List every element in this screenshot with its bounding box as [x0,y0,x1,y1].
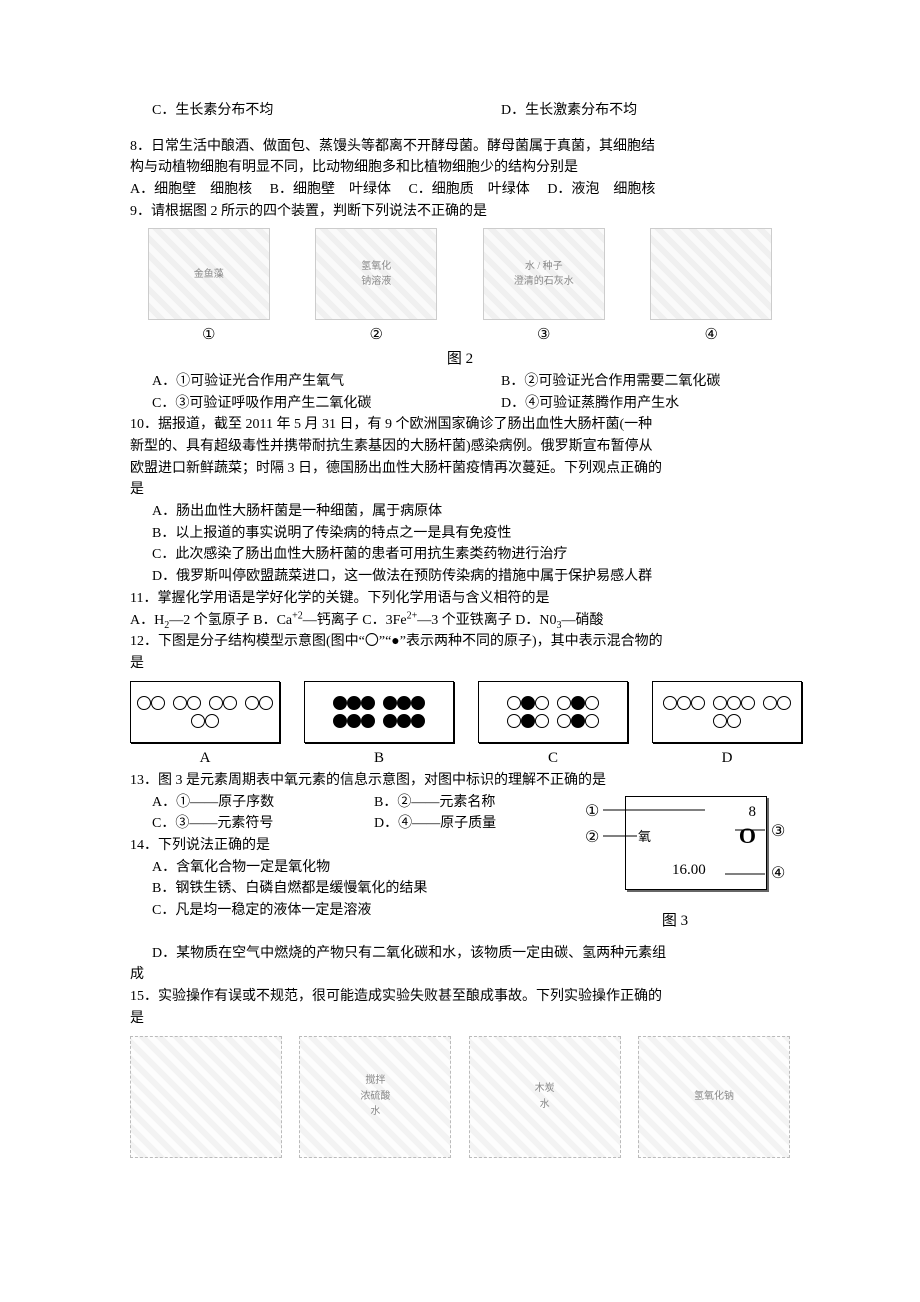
q14-optB: B．钢铁生锈、白磷自燃都是缓慢氧化的结果 [130,878,536,900]
q9-options-cd: C．③可验证呼吸作用产生二氧化碳 D．④可验证蒸腾作用产生水 [130,393,790,415]
q9-fig2-img: 氢氧化钠溶液 [315,228,437,320]
q15-figC: 木炭水 [469,1036,621,1158]
q9-caption: 图 2 [130,348,790,371]
q11-stem: 11．掌握化学用语是学好化学的关键。下列化学用语与含义相符的是 [130,588,790,610]
q9-fig2-label: 氢氧化钠溶液 [361,259,391,290]
q14-optD-line2: 成 [130,964,790,986]
q9-fig3-num: ③ [537,324,550,347]
q12-stem-line1: 12．下图是分子结构模型示意图(图中“〇”“●”表示两种不同的原子)，其中表示混… [130,631,790,653]
q9-fig3-img: 水 / 种子澄清的石灰水 [483,228,605,320]
q10-optC: C．此次感染了肠出血性大肠杆菌的患者可用抗生素类药物进行治疗 [130,544,790,566]
q12-labelD: D [722,747,733,770]
q13-fig-caption: 图 3 [560,910,790,933]
q15-figA [130,1036,282,1158]
q14-optC: C．凡是均一稳定的液体一定是溶液 [130,900,536,922]
q12-labelC: C [548,747,558,770]
q8-stem-line2: 构与动植物细胞有明显不同，比动物细胞多和比植物细胞少的结构分别是 [130,157,790,179]
q8-optD: D．液泡 细胞核 [547,182,655,197]
q10-stem-line2: 新型的、具有超级毒性并携带耐抗生素基因的大肠杆菌)感染病例。俄罗斯宣布暂停从 [130,436,790,458]
q9-fig1: 金鱼藻 ① [130,228,288,347]
q9-optA: A．①可验证光合作用产生氧气 [152,371,441,393]
q10-stem-line1: 10．据报道，截至 2011 年 5 月 31 日，有 9 个欧洲国家确诊了肠出… [130,414,790,436]
q10-optD: D．俄罗斯叫停欧盟蔬菜进口，这一做法在预防传染病的措施中属于保护易感人群 [130,566,790,588]
q9-fig4: ④ [633,228,791,347]
q12-molD: D [652,681,802,770]
elem-mass: 16.00 [672,859,706,882]
q9-fig3-label: 水 / 种子澄清的石灰水 [514,259,574,290]
q10-optB: B．以上报道的事实说明了传染病的特点之一是具有免疫性 [130,523,790,545]
q9-stem: 9．请根据图 2 所示的四个装置，判断下列说法不正确的是 [130,201,790,223]
q13-figure: 8 O 氧 16.00 ① ② ③ ④ 图 3 [560,792,790,933]
q9-optC: C．③可验证呼吸作用产生二氧化碳 [152,393,441,415]
q13-options-cd: C．③——元素符号 D．④——原子质量 [130,813,536,835]
q15-figure-row: 搅拌浓硫酸水 木炭水 氢氧化钠 [130,1036,790,1158]
q15-figB: 搅拌浓硫酸水 [299,1036,451,1158]
lead2: ② [585,826,599,851]
q12-molecule-row: A B C [130,681,790,770]
q13-optA: A．①——原子序数 [152,792,314,814]
lead1: ① [585,800,599,825]
q10-stem-line4: 是 [130,479,790,501]
q7-options-cd: C．生长素分布不均 D．生长激素分布不均 [130,100,790,122]
q12-labelA: A [200,747,211,770]
q8-options: A．细胞壁 细胞核 B．细胞壁 叶绿体 C．细胞质 叶绿体 D．液泡 细胞核 [130,179,790,201]
q11-optC: C．3Fe2+—3 个亚铁离子 [362,613,511,628]
q11-optB: B．Ca+2—钙离子 [253,613,359,628]
q11-options: A．H2—2 个氢原子 B．Ca+2—钙离子 C．3Fe2+—3 个亚铁离子 D… [130,610,790,632]
q7-optD: D．生长激素分布不均 [501,100,790,122]
q15-figD-labels: 氢氧化钠 [694,1089,734,1105]
q15-figB-labels: 搅拌浓硫酸水 [360,1073,390,1120]
q14-optD-line1: D．某物质在空气中燃烧的产物只有二氧化碳和水，该物质一定由碳、氢两种元素组 [130,943,790,965]
elem-name: 氧 [638,827,651,847]
q9-optD: D．④可验证蒸腾作用产生水 [501,393,790,415]
q13-options-ab: A．①——原子序数 B．②——元素名称 [130,792,536,814]
q9-fig3: 水 / 种子澄清的石灰水 ③ [465,228,623,347]
q11-optA: A．H2—2 个氢原子 [130,613,250,628]
q13-optC: C．③——元素符号 [152,813,314,835]
q8-stem-line1: 8．日常生活中酿酒、做面包、蒸馒头等都离不开酵母菌。酵母菌属于真菌，其细胞结 [130,136,790,158]
lead4: ④ [771,862,785,887]
q14-optA: A．含氧化合物一定是氧化物 [130,857,536,879]
q12-molA: A [130,681,280,770]
q12-stem-line2: 是 [130,653,790,675]
q10-stem-line3: 欧盟进口新鲜蔬菜；时隔 3 日，德国肠出血性大肠杆菌疫情再次蔓延。下列观点正确的 [130,458,790,480]
q13-stem: 13．图 3 是元素周期表中氧元素的信息示意图，对图中标识的理解不正确的是 [130,770,790,792]
q9-fig1-label: 金鱼藻 [194,267,224,283]
q11-optD: D．N03—硝酸 [515,613,603,628]
q9-figure-row: 金鱼藻 ① 氢氧化钠溶液 ② 水 / 种子澄清的石灰水 ③ ④ [130,228,790,347]
q12-molB: B [304,681,454,770]
q10-optA: A．肠出血性大肠杆菌是一种细菌，属于病原体 [130,501,790,523]
lead3: ③ [771,820,785,845]
q9-fig4-img [650,228,772,320]
q14-stem: 14．下列说法正确的是 [130,835,536,857]
q8-optB: B．细胞壁 叶绿体 [270,182,391,197]
q13-optD: D．④——原子质量 [374,813,536,835]
q15-stem-line1: 15．实验操作有误或不规范，很可能造成实验失败甚至酿成事故。下列实验操作正确的 [130,986,790,1008]
q13-optB: B．②——元素名称 [374,792,536,814]
q9-options-ab: A．①可验证光合作用产生氧气 B．②可验证光合作用需要二氧化碳 [130,371,790,393]
q8-optC: C．细胞质 叶绿体 [408,182,529,197]
q12-molC: C [478,681,628,770]
q9-optB: B．②可验证光合作用需要二氧化碳 [501,371,790,393]
q9-fig2: 氢氧化钠溶液 ② [298,228,456,347]
elem-symbol: O [739,819,756,853]
q9-fig1-num: ① [202,324,215,347]
q8-optA: A．细胞壁 细胞核 [130,182,252,197]
q9-fig2-num: ② [370,324,383,347]
q7-optC: C．生长素分布不均 [152,100,441,122]
q9-fig1-img: 金鱼藻 [148,228,270,320]
q15-figD: 氢氧化钠 [638,1036,790,1158]
q15-stem-line2: 是 [130,1008,790,1030]
q12-labelB: B [374,747,384,770]
element-card: 8 O 氧 16.00 [625,796,767,890]
q15-figC-labels: 木炭水 [535,1081,555,1112]
q9-fig4-num: ④ [705,324,718,347]
